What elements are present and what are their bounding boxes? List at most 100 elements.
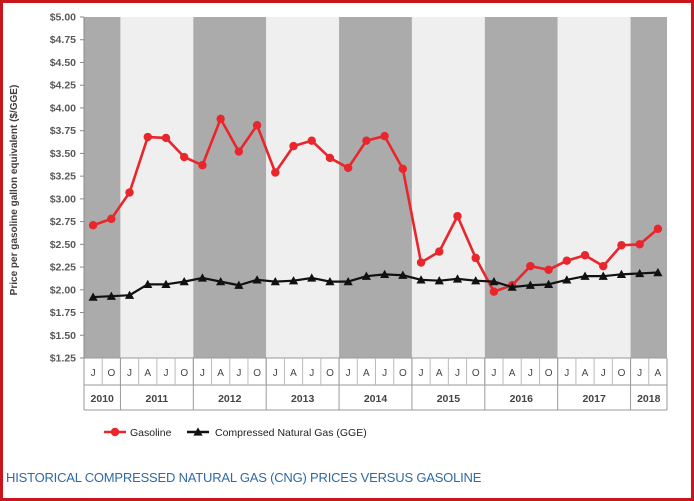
gasoline-point: [562, 256, 571, 265]
x-month-label: J: [91, 368, 96, 379]
gasoline-point: [343, 163, 353, 173]
x-year-label: 2011: [145, 393, 168, 405]
x-month-label: J: [382, 368, 387, 379]
legend: Gasoline Compressed Natural Gas (GGE): [104, 427, 367, 439]
y-tick-label: $4.75: [50, 34, 76, 46]
year-band-2018: [630, 17, 667, 358]
year-band-2011: [120, 17, 194, 358]
gasoline-point: [435, 247, 444, 256]
y-tick-label: $2.00: [50, 284, 76, 296]
cng-point: [416, 275, 426, 284]
cng-point: [288, 276, 299, 285]
legend-label: Gasoline: [130, 427, 172, 439]
legend-item-gasoline: Gasoline: [104, 427, 172, 439]
gasoline-point: [271, 168, 280, 177]
cng-point: [361, 271, 371, 280]
year-band-2010: [84, 17, 121, 358]
gasoline-point: [307, 136, 316, 145]
y-axis-label: Price per gasoline gallon equivalent ($/…: [9, 85, 20, 296]
year-band-2017: [557, 17, 631, 358]
x-year-label: 2013: [291, 393, 315, 405]
chart-caption: HISTORICAL COMPRESSED NATURAL GAS (CNG) …: [6, 470, 482, 485]
cng-point: [161, 279, 171, 289]
y-tick-label: $2.75: [50, 216, 76, 228]
series-gasoline: [88, 114, 663, 296]
x-month-label: J: [564, 368, 569, 379]
gasoline-point: [398, 164, 408, 174]
x-month-label: A: [655, 368, 662, 379]
y-tick-label: $3.75: [50, 125, 76, 137]
gasoline-point: [289, 141, 298, 151]
gasoline-point: [216, 114, 225, 124]
cng-point: [489, 277, 499, 286]
legend-item-cng: Compressed Natural Gas (GGE): [187, 427, 367, 439]
gasoline-point: [125, 188, 134, 197]
gasoline-point: [325, 153, 335, 163]
cng-point: [507, 282, 517, 291]
x-year-label: 2014: [364, 393, 388, 405]
x-month-label: O: [399, 368, 407, 379]
cng-point: [179, 277, 189, 286]
gasoline-point: [526, 261, 535, 271]
cng-point: [543, 279, 554, 289]
gasoline-point: [380, 131, 389, 141]
x-month-label: A: [436, 368, 443, 379]
gasoline-point: [252, 121, 262, 130]
gasoline-point: [599, 261, 608, 271]
cng-point: [143, 279, 153, 289]
cng-point: [580, 271, 590, 280]
gasoline-point: [653, 224, 663, 234]
x-year-label: 2017: [582, 393, 606, 405]
gasoline-point: [234, 147, 244, 156]
y-tick-label: $1.25: [50, 353, 76, 365]
gasoline-point: [198, 161, 207, 170]
gasoline-point: [544, 265, 553, 274]
legend-marker: [110, 427, 120, 437]
cng-point: [525, 280, 535, 289]
year-band-2014: [339, 17, 412, 358]
x-month-label: A: [363, 368, 370, 379]
legend-label: Compressed Natural Gas (GGE): [215, 427, 367, 439]
y-tick-label: $5.00: [50, 12, 76, 24]
year-bands: [84, 17, 667, 358]
cng-point: [380, 269, 390, 279]
x-month-label: A: [144, 368, 151, 379]
cng-point: [307, 273, 317, 282]
gasoline-point: [416, 258, 426, 267]
gasoline-point: [180, 152, 189, 162]
gasoline-point: [617, 241, 626, 250]
cng-point: [434, 276, 444, 285]
y-tick-label: $1.50: [50, 330, 76, 342]
y-tick-label: $3.25: [50, 171, 76, 183]
x-month-label: O: [545, 368, 553, 379]
gasoline-point: [161, 133, 171, 143]
cng-point: [216, 277, 226, 286]
y-tick-label: $4.00: [50, 102, 76, 114]
cng-point: [106, 291, 116, 300]
gasoline-point: [107, 214, 116, 224]
x-month-label: J: [346, 368, 351, 379]
x-month-label: A: [290, 368, 297, 379]
x-month-label: J: [528, 368, 533, 379]
x-month-label: J: [236, 368, 241, 379]
y-tick-label: $4.25: [50, 80, 76, 92]
series-cng: [88, 267, 663, 301]
x-month-label: J: [637, 368, 642, 379]
x-month-label: J: [491, 368, 496, 379]
x-month-label: J: [419, 368, 424, 379]
x-month-label: A: [582, 368, 589, 379]
year-band-2013: [266, 17, 340, 358]
y-tick-label: $3.00: [50, 193, 76, 205]
x-month-label: O: [472, 368, 480, 379]
year-band-2012: [193, 17, 267, 358]
x-month-label: J: [273, 368, 278, 379]
cng-point: [452, 274, 463, 283]
x-month-label: O: [107, 368, 115, 379]
cng-point: [88, 292, 98, 301]
cng-point: [598, 271, 608, 280]
cng-point: [635, 268, 645, 278]
x-month-label: J: [601, 368, 606, 379]
cng-point: [197, 273, 208, 282]
cng-point: [270, 277, 280, 286]
